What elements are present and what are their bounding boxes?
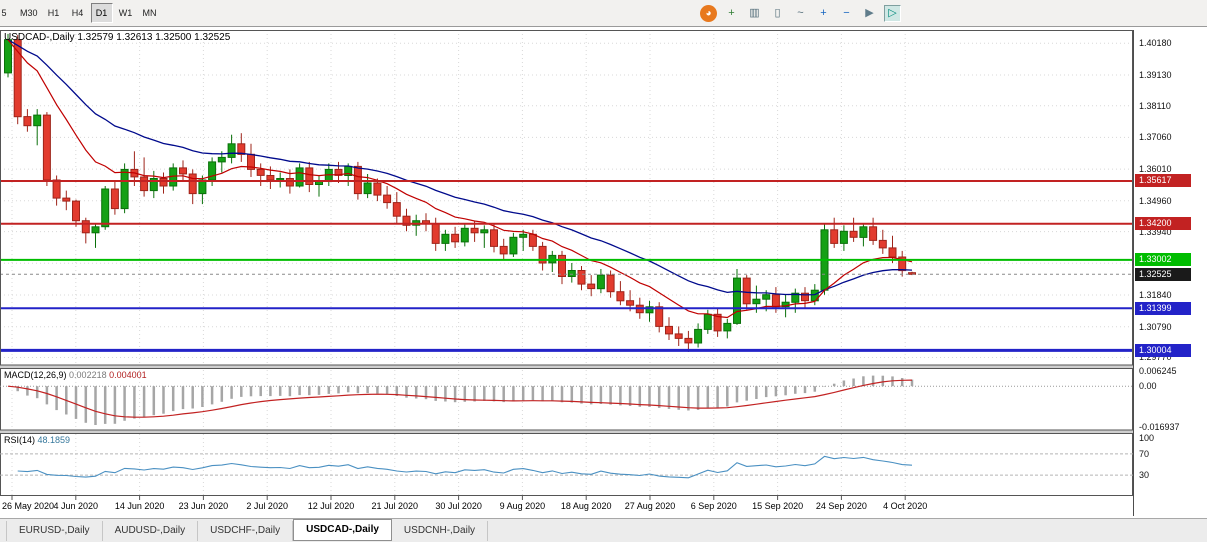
chart-candles-icon[interactable]: ▯ bbox=[774, 7, 781, 19]
zoom-out-icon[interactable]: − bbox=[843, 7, 850, 19]
chart-title: USDCAD-,Daily 1.32579 1.32613 1.32500 1.… bbox=[4, 32, 230, 43]
price-axis[interactable]: 1.40180 1.39130 1.38110 1.37060 1.36010 1.349… bbox=[1133, 30, 1207, 516]
chart-title-symbol: USDCAD-,Daily bbox=[4, 32, 75, 43]
time-axis-label: 23 Jun 2020 bbox=[179, 501, 229, 511]
macd-axis-label: 0.006245 bbox=[1139, 366, 1177, 377]
price-tick-label: 1.37060 bbox=[1139, 132, 1172, 143]
price-tick-label: 1.31840 bbox=[1139, 289, 1172, 300]
chart-title-high: 1.32613 bbox=[116, 32, 153, 43]
price-level-badge: 1.33002 bbox=[1135, 253, 1191, 267]
time-axis-label: 26 May 2020 bbox=[2, 501, 54, 511]
time-axis-label: 4 Jun 2020 bbox=[54, 501, 99, 511]
rsi-axis-label: 30 bbox=[1139, 470, 1150, 481]
chart-title-low: 1.32500 bbox=[155, 32, 192, 43]
price-tick-label: 1.30790 bbox=[1139, 321, 1172, 332]
chart-tools-toolbar: ◕ + ▥ ▯ ~ + − ▶ ▷ bbox=[700, 4, 901, 23]
price-tick-label: 1.29770 bbox=[1139, 352, 1172, 363]
timeframe-w1[interactable]: W1 bbox=[118, 8, 133, 18]
rsi-value: 48.1859 bbox=[37, 435, 71, 445]
timeframe-m30[interactable]: M30 bbox=[20, 8, 38, 18]
time-axis-label: 15 Sep 2020 bbox=[752, 501, 803, 511]
top-toolbar: 5 M30 H1 H4 D1 W1 MN ◕ + ▥ ▯ ~ + − ▶ ▷ bbox=[0, 0, 1207, 27]
macd-indicator-label: MACD(12,26,9) 0.002218 0.004001 bbox=[4, 370, 147, 380]
timeframe-h4[interactable]: H4 bbox=[71, 8, 84, 18]
new-order-icon[interactable]: + bbox=[728, 7, 735, 19]
time-axis-label: 4 Oct 2020 bbox=[883, 501, 927, 511]
price-level-badge: 1.35617 bbox=[1135, 174, 1191, 188]
time-axis-label: 21 Jul 2020 bbox=[372, 501, 419, 511]
chart-tabs: EURUSD-,Daily AUDUSD-,Daily USDCHF-,Daily U… bbox=[0, 518, 1207, 542]
time-axis-label: 18 Aug 2020 bbox=[561, 501, 612, 511]
timeframe-h1[interactable]: H1 bbox=[47, 8, 60, 18]
rsi-name: RSI(14) bbox=[4, 435, 36, 445]
price-tick-label: 1.39130 bbox=[1139, 69, 1172, 80]
chart-title-open: 1.32579 bbox=[77, 32, 114, 43]
macd-axis-label: 0.00 bbox=[1139, 381, 1157, 392]
macd-value-signal: 0.004001 bbox=[109, 370, 147, 380]
timeframe-d1[interactable]: D1 bbox=[90, 3, 113, 23]
chart-bars-icon[interactable]: ▥ bbox=[749, 7, 760, 19]
tab-usdcad-daily[interactable]: USDCAD-,Daily bbox=[293, 518, 392, 541]
chart-shift-icon[interactable]: ▷ bbox=[884, 5, 901, 22]
time-axis-label: 30 Jul 2020 bbox=[435, 501, 482, 511]
time-axis-label: 6 Sep 2020 bbox=[691, 501, 737, 511]
price-tick-label: 1.34960 bbox=[1139, 195, 1172, 206]
price-level-badge: 1.30004 bbox=[1135, 343, 1191, 357]
chart-canvas[interactable]: 26 May 2020 4 Jun 2020 14 Jun 2020 23 Jun 2… bbox=[0, 30, 1133, 516]
time-axis-label: 2 Jul 2020 bbox=[246, 501, 288, 511]
timeframe-5[interactable]: 5 bbox=[1, 8, 7, 18]
rsi-axis-label: 70 bbox=[1139, 448, 1150, 459]
price-tick-label: 1.38110 bbox=[1139, 100, 1171, 111]
macd-name: MACD(12,26,9) bbox=[4, 370, 67, 380]
price-level-badge: 1.31399 bbox=[1135, 301, 1191, 315]
rsi-indicator-label: RSI(14) 48.1859 bbox=[4, 435, 70, 445]
time-axis-label: 14 Jun 2020 bbox=[115, 501, 165, 511]
tab-audusd-daily[interactable]: AUDUSD-,Daily bbox=[103, 520, 199, 541]
chart-line-icon[interactable]: ~ bbox=[797, 7, 804, 19]
tab-eurusd-daily[interactable]: EURUSD-,Daily bbox=[6, 520, 103, 541]
time-axis-label: 9 Aug 2020 bbox=[500, 501, 546, 511]
tab-usdcnh-daily[interactable]: USDCNH-,Daily bbox=[392, 520, 489, 541]
chart-area: 26 May 2020 4 Jun 2020 14 Jun 2020 23 Jun 2… bbox=[0, 27, 1207, 518]
macd-axis-label: -0.016937 bbox=[1139, 422, 1180, 433]
current-price-badge: 1.32525 bbox=[1135, 267, 1191, 281]
macd-value-main: 0.002218 bbox=[69, 370, 107, 380]
time-axis-label: 12 Jul 2020 bbox=[308, 501, 355, 511]
timeframe-mn[interactable]: MN bbox=[142, 8, 157, 18]
price-tick-label: 1.36010 bbox=[1139, 164, 1172, 175]
rsi-axis-label: 100 bbox=[1139, 433, 1155, 443]
tab-usdchf-daily[interactable]: USDCHF-,Daily bbox=[198, 520, 294, 541]
auto-scroll-icon[interactable]: ▶ bbox=[865, 7, 874, 19]
timeframe-toolbar: 5 M30 H1 H4 D1 W1 MN bbox=[0, 3, 161, 23]
time-axis-label: 24 Sep 2020 bbox=[816, 501, 867, 511]
time-axis-label: 27 Aug 2020 bbox=[625, 501, 676, 511]
mql-community-icon[interactable]: ◕ bbox=[700, 5, 717, 22]
chart-title-close: 1.32525 bbox=[194, 32, 231, 43]
zoom-in-icon[interactable]: + bbox=[820, 7, 827, 19]
price-tick-label: 1.33940 bbox=[1139, 226, 1172, 237]
price-level-badge: 1.34200 bbox=[1135, 217, 1191, 231]
price-tick-label: 1.40180 bbox=[1139, 38, 1172, 49]
